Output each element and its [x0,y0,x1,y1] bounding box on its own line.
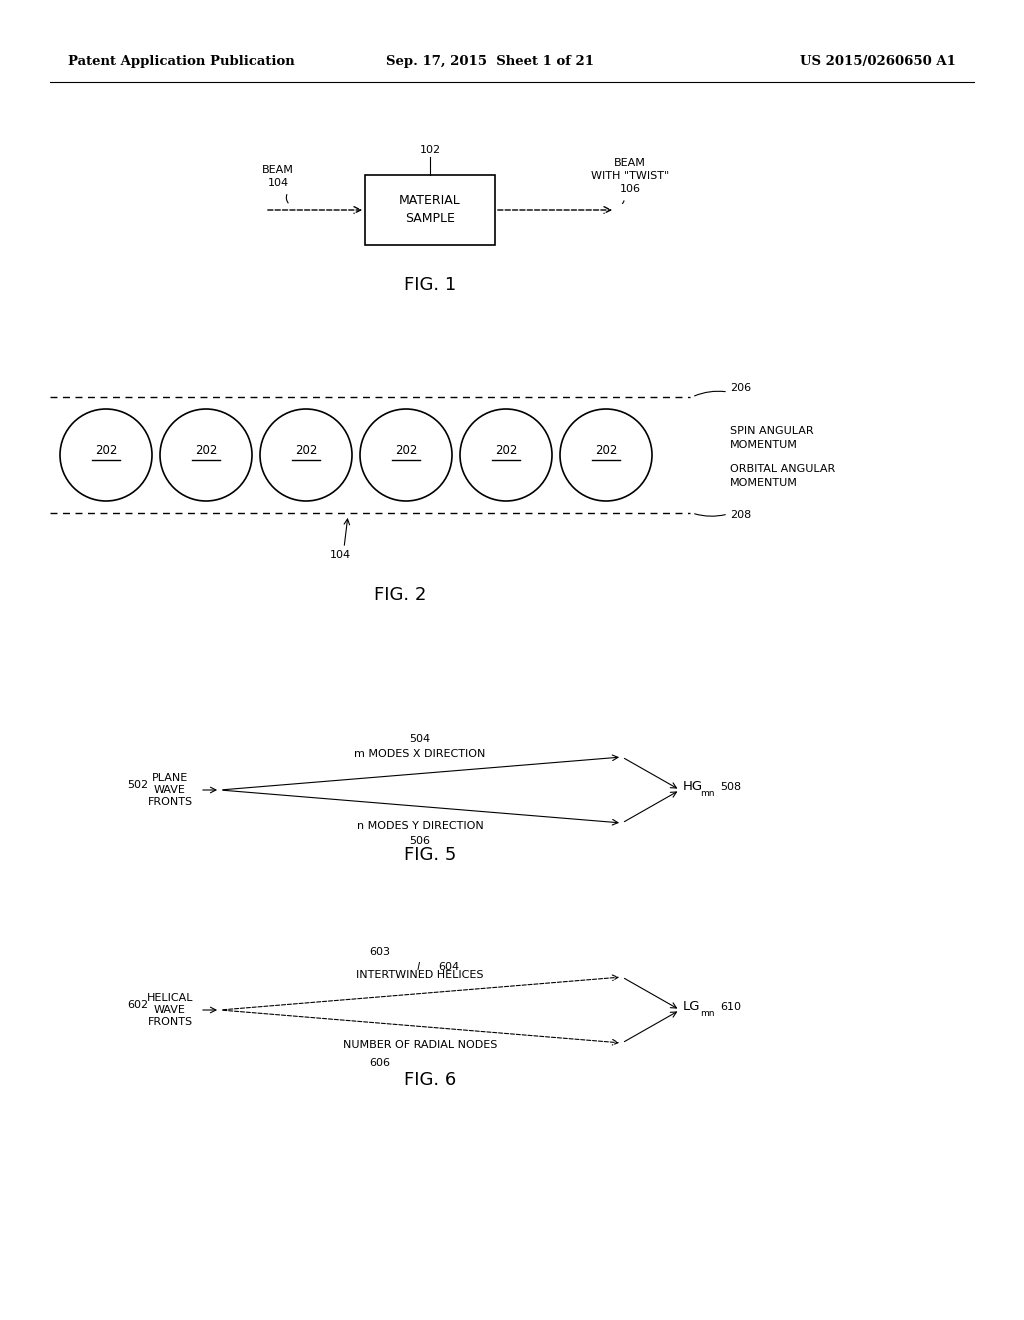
Circle shape [460,409,552,502]
Text: 202: 202 [395,445,417,458]
Text: WITH "TWIST": WITH "TWIST" [591,172,669,181]
Text: 208: 208 [730,510,752,520]
Text: 202: 202 [295,445,317,458]
Text: 604: 604 [438,962,459,972]
Circle shape [60,409,152,502]
Text: 606: 606 [370,1059,390,1068]
Text: 202: 202 [595,445,617,458]
Text: Patent Application Publication: Patent Application Publication [68,55,295,69]
Text: MATERIAL
SAMPLE: MATERIAL SAMPLE [399,194,461,226]
Text: 202: 202 [495,445,517,458]
Text: 602: 602 [127,1001,148,1010]
Text: FIG. 5: FIG. 5 [403,846,456,865]
Text: 502: 502 [127,780,148,789]
Text: PLANE
WAVE
FRONTS: PLANE WAVE FRONTS [147,772,193,808]
Text: n MODES Y DIRECTION: n MODES Y DIRECTION [356,821,483,832]
Text: 202: 202 [195,445,217,458]
Text: FIG. 1: FIG. 1 [403,276,456,294]
Bar [365,176,495,246]
Text: HELICAL
WAVE
FRONTS: HELICAL WAVE FRONTS [146,993,194,1027]
Text: 102: 102 [420,145,440,154]
Text: FIG. 2: FIG. 2 [374,586,426,605]
Circle shape [160,409,252,502]
Circle shape [560,409,652,502]
Text: 610: 610 [720,1002,741,1012]
Text: mn: mn [700,1008,715,1018]
Text: 603: 603 [370,946,390,957]
Text: 106: 106 [620,183,640,194]
Text: 504: 504 [410,734,430,744]
Text: 206: 206 [730,383,752,393]
Text: 506: 506 [410,836,430,846]
Text: INTERTWINED HELICES: INTERTWINED HELICES [356,970,483,979]
Text: LG: LG [683,1001,700,1014]
Text: US 2015/0260650 A1: US 2015/0260650 A1 [800,55,956,69]
Text: FIG. 6: FIG. 6 [403,1071,456,1089]
Text: Sep. 17, 2015  Sheet 1 of 21: Sep. 17, 2015 Sheet 1 of 21 [386,55,594,69]
Text: 104: 104 [267,178,289,187]
Text: HG: HG [683,780,703,793]
Text: 202: 202 [95,445,117,458]
Text: BEAM: BEAM [614,158,646,168]
Circle shape [260,409,352,502]
Text: m MODES X DIRECTION: m MODES X DIRECTION [354,748,485,759]
Text: NUMBER OF RADIAL NODES: NUMBER OF RADIAL NODES [343,1040,498,1049]
Text: BEAM: BEAM [262,165,294,176]
Text: 508: 508 [720,781,741,792]
Text: l: l [417,962,420,972]
Text: SPIN ANGULAR
MOMENTUM: SPIN ANGULAR MOMENTUM [730,426,814,450]
Circle shape [360,409,452,502]
Text: 104: 104 [330,550,350,560]
Text: ORBITAL ANGULAR
MOMENTUM: ORBITAL ANGULAR MOMENTUM [730,465,836,487]
Text: mn: mn [700,788,715,797]
